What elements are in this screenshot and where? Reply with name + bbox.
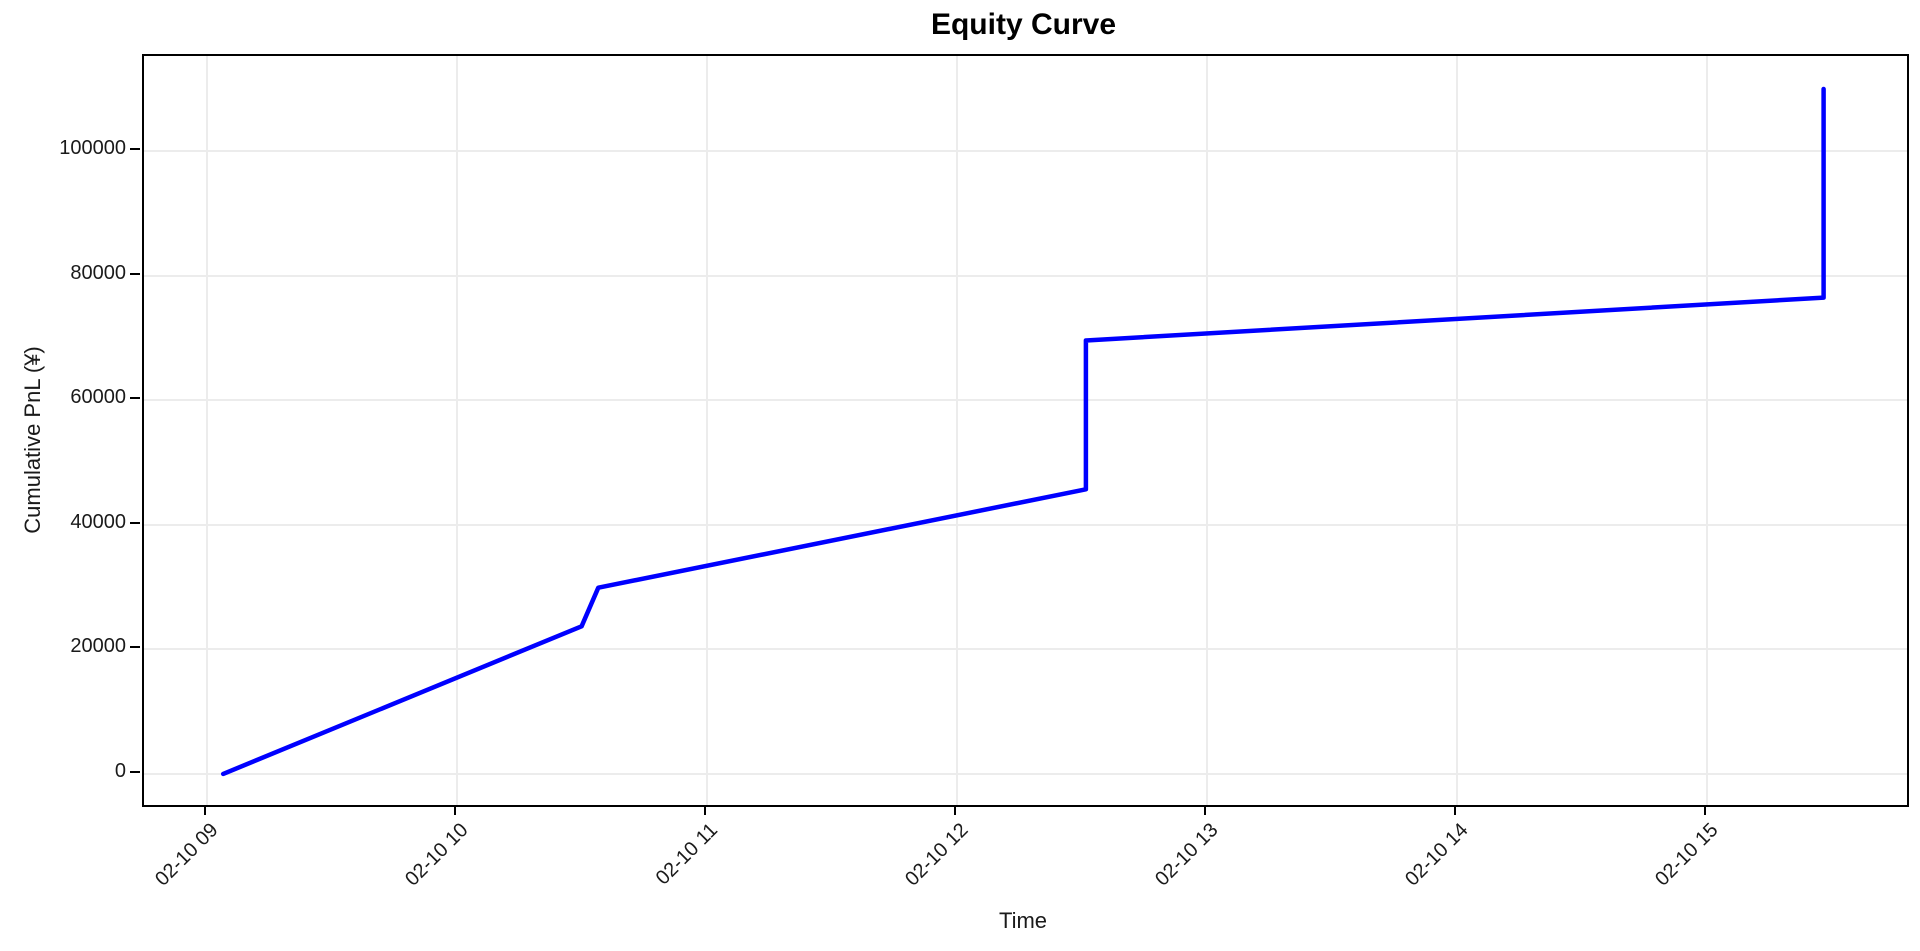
y-tick-label: 20000 bbox=[70, 635, 126, 658]
x-tick-label: 02-10 09 bbox=[150, 819, 223, 891]
x-tick-mark bbox=[953, 805, 956, 815]
gridline-horizontal bbox=[144, 772, 1907, 775]
gridline-horizontal bbox=[144, 648, 1907, 651]
x-tick-label: 02-10 11 bbox=[651, 819, 723, 890]
y-axis-label: Cumulative PnL (¥) bbox=[20, 346, 45, 534]
x-tick-label: 02-10 14 bbox=[1401, 819, 1473, 891]
x-tick-label: 02-10 15 bbox=[1651, 819, 1723, 891]
y-tick-mark bbox=[130, 272, 140, 275]
x-tick-mark bbox=[1453, 805, 1456, 815]
gridline-vertical bbox=[455, 56, 458, 805]
plot-area bbox=[142, 54, 1909, 807]
gridline-vertical bbox=[1705, 56, 1708, 805]
x-tick-mark bbox=[1203, 805, 1206, 815]
gridline-horizontal bbox=[144, 150, 1907, 153]
y-tick-label: 40000 bbox=[70, 510, 126, 533]
gridline-horizontal bbox=[144, 523, 1907, 526]
gridline-vertical bbox=[205, 56, 208, 805]
x-axis-label: Time bbox=[998, 908, 1048, 933]
gridline-horizontal bbox=[144, 274, 1907, 277]
gridline-vertical bbox=[1455, 56, 1458, 805]
y-tick-mark bbox=[130, 646, 140, 649]
y-tick-label: 100000 bbox=[59, 137, 126, 160]
equity-line-chart bbox=[220, 86, 1826, 777]
y-tick-label: 0 bbox=[114, 759, 126, 782]
x-tick-label: 02-10 13 bbox=[1150, 819, 1223, 891]
gridline-vertical bbox=[1205, 56, 1208, 805]
gridline-vertical bbox=[955, 56, 958, 805]
y-tick-label: 60000 bbox=[70, 386, 126, 409]
chart-title: Equity Curve bbox=[930, 8, 1117, 41]
y-tick-mark bbox=[130, 397, 140, 400]
x-tick-label: 02-10 12 bbox=[900, 819, 973, 891]
y-tick-mark bbox=[130, 770, 140, 773]
x-tick-mark bbox=[1703, 805, 1706, 815]
pnl-line bbox=[220, 86, 1826, 777]
y-tick-label: 80000 bbox=[70, 261, 126, 284]
x-tick-mark bbox=[453, 805, 456, 815]
gridline-horizontal bbox=[144, 399, 1907, 402]
y-tick-mark bbox=[130, 521, 140, 524]
gridline-vertical bbox=[705, 56, 708, 805]
y-tick-mark bbox=[130, 148, 140, 151]
x-tick-label: 02-10 10 bbox=[400, 819, 473, 891]
x-tick-mark bbox=[703, 805, 706, 815]
x-tick-mark bbox=[203, 805, 206, 815]
